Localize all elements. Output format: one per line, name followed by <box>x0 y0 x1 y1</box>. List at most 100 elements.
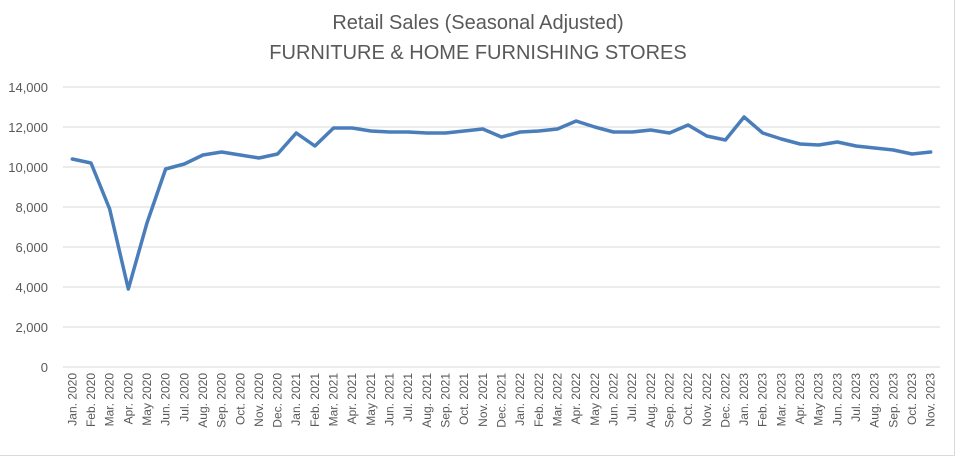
x-tick-label: Feb. 2021 <box>308 373 322 427</box>
data-point <box>518 130 522 134</box>
x-tick-label: Sep. 2023 <box>886 373 900 428</box>
y-tick-label: 10,000 <box>8 160 48 175</box>
data-point <box>257 156 261 160</box>
data-point <box>667 131 671 135</box>
data-point <box>798 142 802 146</box>
data-point <box>593 125 597 129</box>
data-point <box>108 207 112 211</box>
x-tick-label: Jul. 2020 <box>177 373 191 422</box>
data-point <box>388 130 392 134</box>
x-tick-label: Dec. 2020 <box>271 373 285 428</box>
x-tick-label: Mar. 2023 <box>774 373 788 427</box>
data-point <box>779 137 783 141</box>
gridlines <box>63 86 940 328</box>
x-tick-label: Jul. 2022 <box>625 373 639 422</box>
data-point <box>686 123 690 127</box>
data-point <box>929 150 933 154</box>
y-tick-label: 6,000 <box>15 240 48 255</box>
data-point <box>462 129 466 133</box>
data-point <box>910 152 914 156</box>
data-point <box>873 146 877 150</box>
data-point <box>164 167 168 171</box>
x-tick-label: Feb. 2022 <box>532 373 546 427</box>
data-point <box>350 126 354 130</box>
y-tick-label: 12,000 <box>8 120 48 135</box>
x-tick-label: Jun. 2020 <box>159 373 173 426</box>
x-tick-label: Apr. 2020 <box>121 373 135 425</box>
data-point <box>817 143 821 147</box>
data-point <box>611 130 615 134</box>
data-point <box>705 134 709 138</box>
series-line <box>70 115 933 291</box>
data-point <box>742 115 746 119</box>
data-point <box>835 140 839 144</box>
data-point <box>854 144 858 148</box>
x-tick-label: Oct. 2020 <box>233 373 247 425</box>
data-point <box>332 126 336 130</box>
x-tick-label: Oct. 2023 <box>905 373 919 425</box>
x-tick-label: Sep. 2021 <box>439 373 453 428</box>
y-tick-label: 8,000 <box>15 200 48 215</box>
x-tick-label: Sep. 2020 <box>215 373 229 428</box>
data-point <box>444 131 448 135</box>
data-point <box>891 148 895 152</box>
x-tick-label: Jun. 2021 <box>383 373 397 426</box>
x-tick-label: Nov. 2022 <box>700 373 714 427</box>
y-tick-label: 0 <box>41 360 48 375</box>
x-tick-label: Oct. 2021 <box>457 373 471 425</box>
y-axis: 0 2,000 4,000 6,000 8,000 10,000 12,000 14,000 <box>8 80 48 375</box>
data-point <box>220 150 224 154</box>
data-point <box>555 127 559 131</box>
data-point <box>406 130 410 134</box>
data-point <box>70 157 74 161</box>
x-tick-label: Mar. 2021 <box>327 373 341 427</box>
x-tick-label: Aug. 2020 <box>196 373 210 428</box>
x-tick-label: Mar. 2022 <box>550 373 564 427</box>
x-tick-label: Nov. 2021 <box>476 373 490 427</box>
data-point <box>369 129 373 133</box>
x-tick-label: Jun. 2022 <box>606 373 620 426</box>
data-point <box>145 221 149 225</box>
data-point <box>425 131 429 135</box>
x-tick-label: Feb. 2020 <box>84 373 98 427</box>
x-tick-label: Jan. 2022 <box>513 373 527 426</box>
x-tick-label: May 2021 <box>364 373 378 426</box>
x-tick-label: Jul. 2021 <box>401 373 415 422</box>
x-tick-label: May 2022 <box>588 373 602 426</box>
x-tick-label: May 2020 <box>140 373 154 426</box>
x-tick-label: Jan. 2023 <box>737 373 751 426</box>
x-tick-label: Mar. 2020 <box>103 373 117 427</box>
x-tick-label: Apr. 2021 <box>345 373 359 425</box>
data-point <box>537 129 541 133</box>
data-point <box>238 153 242 157</box>
data-point <box>723 138 727 142</box>
x-tick-label: Feb. 2023 <box>756 373 770 427</box>
x-tick-label: Dec. 2021 <box>495 373 509 428</box>
x-tick-label: May 2023 <box>812 373 826 426</box>
x-tick-label: Oct. 2022 <box>681 373 695 425</box>
series-layer <box>70 115 933 291</box>
x-tick-label: Aug. 2022 <box>644 373 658 428</box>
data-point <box>574 119 578 123</box>
data-point <box>500 135 503 139</box>
x-tick-label: Apr. 2022 <box>569 373 583 425</box>
data-point <box>761 131 765 135</box>
data-point <box>276 152 280 156</box>
x-tick-label: Apr. 2023 <box>793 373 807 425</box>
x-tick-label: Jan. 2021 <box>289 373 303 426</box>
data-point <box>182 162 186 166</box>
data-point <box>630 130 634 134</box>
data-point <box>313 144 317 148</box>
x-tick-label: Aug. 2023 <box>868 373 882 428</box>
y-tick-label: 4,000 <box>15 280 48 295</box>
x-axis: Jan. 2020 Feb. 2020 Mar. 2020 Apr. 2020 May … <box>63 366 940 428</box>
x-tick-label: Dec. 2022 <box>718 373 732 428</box>
x-tick-label: Jun. 2023 <box>830 373 844 426</box>
y-tick-label: 14,000 <box>8 80 48 95</box>
x-tick-label: Nov. 2023 <box>924 373 938 427</box>
data-point <box>201 153 205 157</box>
data-point <box>649 128 653 132</box>
chart-title: Retail Sales (Seasonal Adjusted) <box>332 12 624 34</box>
